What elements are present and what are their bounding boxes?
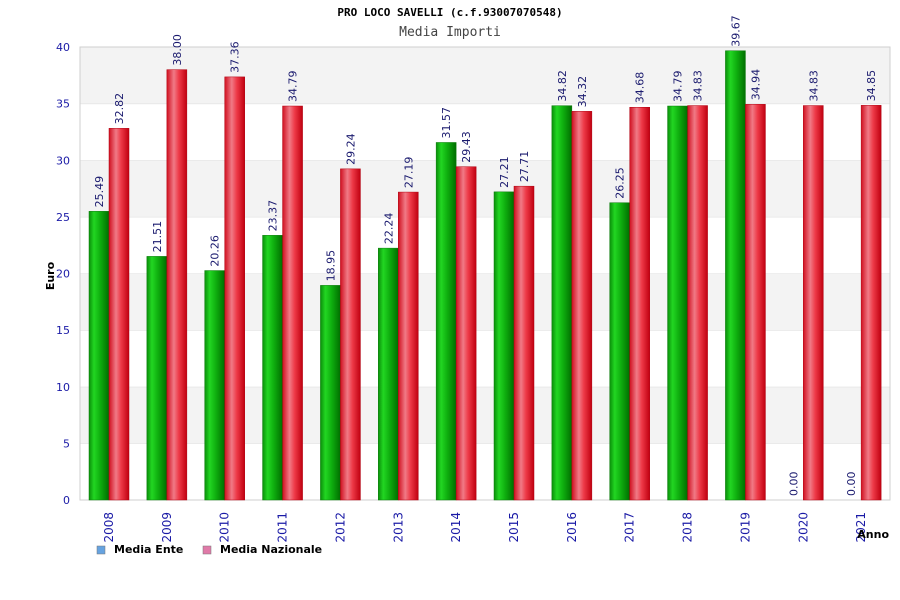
bar	[629, 106, 650, 501]
bar	[204, 270, 225, 501]
x-tick-label: 2015	[507, 512, 521, 543]
y-tick-label: 30	[56, 154, 70, 167]
bar	[493, 191, 515, 501]
bar	[745, 104, 766, 501]
chart-subtitle: Media Importi	[399, 25, 501, 40]
bar	[609, 202, 630, 501]
data-label: 25.49	[93, 176, 106, 208]
bar	[340, 168, 361, 501]
chart-title: PRO LOCO SAVELLI (c.f.93007070548)	[337, 6, 563, 19]
plot-border	[79, 46, 891, 501]
bar	[282, 105, 303, 501]
data-label: 34.79	[672, 71, 685, 103]
grid-band	[80, 273, 890, 331]
x-tick-label: 2021	[854, 512, 868, 543]
x-tick-label: 2016	[565, 512, 579, 543]
y-tick-label: 20	[56, 268, 70, 281]
y-axis-label: Euro	[44, 261, 57, 290]
y-tick-label: 15	[56, 324, 70, 337]
y-tick-label: 0	[63, 494, 70, 507]
grid-band	[80, 216, 890, 274]
data-label: 34.83	[692, 70, 705, 102]
data-label: 29.24	[344, 133, 357, 165]
x-axis-label: Anno	[857, 528, 889, 541]
x-tick-label: 2014	[449, 512, 463, 543]
bar	[667, 105, 688, 501]
grid-band	[80, 386, 890, 444]
bar	[146, 256, 168, 501]
x-tick-label: 2011	[276, 512, 290, 543]
bar	[725, 50, 746, 501]
bar	[224, 76, 245, 501]
legend-swatch	[96, 545, 106, 555]
data-label: 0.00	[787, 472, 800, 497]
bar	[108, 128, 130, 501]
y-tick-label: 40	[56, 41, 70, 54]
data-label: 29.43	[460, 131, 473, 163]
data-label: 21.51	[151, 221, 164, 253]
bar	[860, 105, 882, 501]
grid-band	[80, 160, 890, 217]
bar	[803, 105, 824, 501]
data-label: 23.37	[267, 200, 280, 232]
data-label: 34.85	[865, 70, 878, 102]
y-tick-label: 10	[56, 381, 70, 394]
x-tick-label: 2010	[218, 512, 232, 543]
data-label: 38.00	[171, 34, 184, 66]
data-label: 34.32	[576, 76, 589, 108]
data-label: 32.82	[113, 93, 126, 125]
data-label: 20.26	[209, 235, 222, 267]
bar	[166, 69, 188, 501]
x-tick-label: 2018	[681, 512, 695, 543]
bar	[378, 247, 399, 501]
data-label: 22.24	[382, 213, 395, 245]
data-label: 27.19	[402, 157, 415, 189]
x-tick-label: 2009	[160, 512, 174, 543]
x-tick-label: 2013	[391, 512, 405, 543]
grid-band	[80, 330, 890, 387]
data-label: 18.95	[324, 250, 337, 282]
legend-label: Media Ente	[114, 543, 183, 556]
bar	[687, 105, 708, 501]
data-label: 31.57	[440, 107, 453, 139]
bar	[513, 185, 535, 501]
data-label: 27.21	[498, 156, 511, 188]
data-label: 34.68	[634, 72, 647, 104]
grid-band	[80, 103, 890, 161]
data-label: 26.25	[614, 167, 627, 199]
bar	[88, 211, 110, 501]
grid-band	[80, 47, 890, 104]
x-tick-label: 2020	[796, 512, 810, 543]
data-label: 27.71	[518, 151, 531, 183]
data-label: 39.67	[729, 15, 742, 47]
x-tick-label: 2008	[102, 512, 116, 543]
bar	[551, 105, 573, 501]
y-tick-label: 5	[63, 437, 70, 450]
x-tick-label: 2017	[623, 512, 637, 543]
data-label: 0.00	[845, 472, 858, 497]
bar	[398, 191, 419, 501]
data-label: 34.94	[749, 69, 762, 101]
data-label: 34.83	[807, 70, 820, 102]
legend-swatch	[202, 545, 212, 555]
legend-label: Media Nazionale	[220, 543, 322, 556]
y-tick-label: 25	[56, 211, 70, 224]
bar	[262, 235, 283, 501]
bar	[320, 285, 341, 501]
bar	[455, 166, 477, 501]
bar	[435, 142, 457, 501]
x-tick-label: 2012	[333, 512, 347, 543]
x-tick-label: 2019	[738, 512, 752, 543]
data-label: 37.36	[229, 41, 242, 73]
data-label: 34.82	[556, 70, 569, 102]
grid-band	[80, 443, 890, 500]
data-label: 34.79	[287, 71, 300, 103]
bar	[571, 111, 593, 501]
y-tick-label: 35	[56, 98, 70, 111]
